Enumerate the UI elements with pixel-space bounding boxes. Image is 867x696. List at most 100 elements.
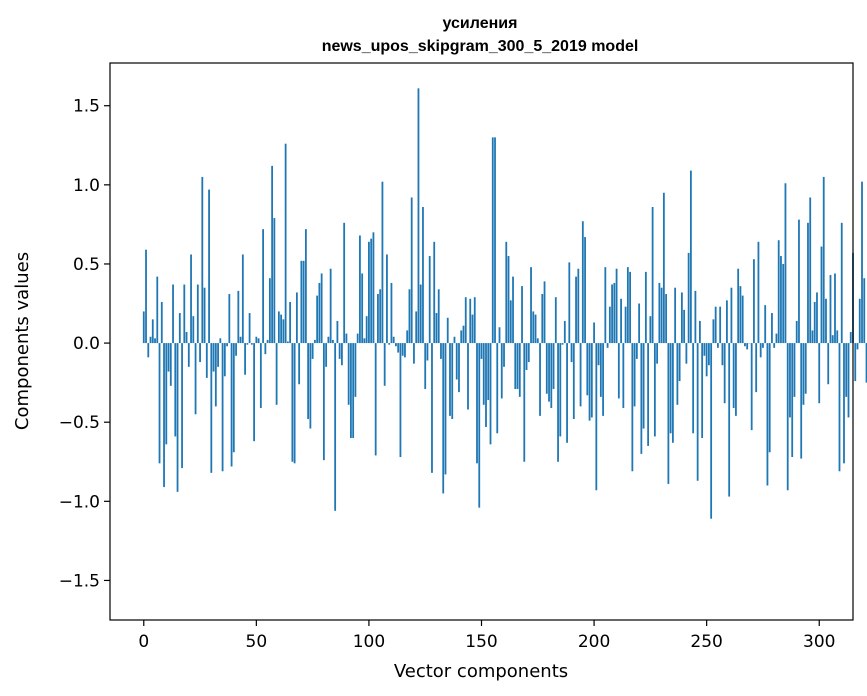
bar-209 xyxy=(613,282,616,344)
bar-9 xyxy=(163,343,165,488)
bar-5 xyxy=(154,338,156,344)
bar-12 xyxy=(169,343,172,386)
bar-210 xyxy=(615,268,618,344)
bar-197 xyxy=(586,343,589,396)
bar-84 xyxy=(332,339,334,344)
bar-259 xyxy=(726,300,728,344)
bar-24 xyxy=(196,284,199,344)
bar-233 xyxy=(667,343,670,484)
x-tick-label: 250 xyxy=(690,632,722,652)
bar-229 xyxy=(658,282,661,344)
y-tick-label: −1.5 xyxy=(59,571,100,591)
bar-57 xyxy=(271,165,274,344)
bar-138 xyxy=(453,336,456,344)
bar-91 xyxy=(347,343,350,405)
bar-201 xyxy=(595,343,598,491)
bar-125 xyxy=(424,343,427,389)
x-tick-label: 300 xyxy=(803,632,835,652)
bar-133 xyxy=(442,343,445,494)
bar-106 xyxy=(381,181,384,344)
bar-220 xyxy=(638,303,641,344)
bar-41 xyxy=(235,343,237,356)
bar-288 xyxy=(791,343,794,458)
bar-169 xyxy=(523,343,526,462)
bar-251 xyxy=(708,343,710,366)
bar-116 xyxy=(404,343,406,358)
bar-199 xyxy=(590,343,593,418)
bar-6 xyxy=(156,276,159,344)
bar-148 xyxy=(476,343,478,464)
bar-284 xyxy=(782,263,785,344)
bar-232 xyxy=(665,294,668,344)
bar-42 xyxy=(237,290,240,344)
bar-64 xyxy=(286,341,289,344)
bar-157 xyxy=(496,343,499,434)
bar-236 xyxy=(674,287,677,344)
bar-2 xyxy=(147,343,150,358)
bar-218 xyxy=(633,343,636,407)
bar-151 xyxy=(482,343,485,405)
x-tick-label: 100 xyxy=(353,632,385,652)
bar-167 xyxy=(518,343,521,397)
bar-48 xyxy=(250,343,253,345)
bar-245 xyxy=(694,290,697,344)
x-tick-label: 0 xyxy=(138,632,149,652)
bar-144 xyxy=(467,343,469,410)
bar-230 xyxy=(660,287,663,344)
bar-291 xyxy=(798,219,800,344)
bar-276 xyxy=(764,305,767,344)
bar-216 xyxy=(629,271,631,344)
bar-146 xyxy=(471,314,474,344)
bar-190 xyxy=(570,343,573,363)
bar-65 xyxy=(289,301,292,344)
bar-285 xyxy=(784,183,787,344)
bar-290 xyxy=(795,320,798,344)
bar-321 xyxy=(865,343,867,383)
bar-240 xyxy=(683,309,686,344)
bar-7 xyxy=(158,343,161,464)
bar-303 xyxy=(825,298,827,344)
bar-203 xyxy=(599,343,602,397)
bar-117 xyxy=(406,330,409,344)
bar-150 xyxy=(480,343,483,359)
bar-50 xyxy=(255,336,258,344)
bar-119 xyxy=(410,197,413,344)
bar-244 xyxy=(692,343,695,434)
bar-143 xyxy=(464,297,467,344)
bar-163 xyxy=(509,300,512,344)
bar-260 xyxy=(728,343,731,497)
bar-208 xyxy=(611,284,613,344)
bar-231 xyxy=(662,192,665,344)
bar-103 xyxy=(374,343,377,456)
bar-145 xyxy=(469,298,472,344)
bar-87 xyxy=(338,343,341,359)
bar-160 xyxy=(503,343,505,367)
plot-frame xyxy=(109,62,854,621)
bar-104 xyxy=(377,294,379,344)
bar-193 xyxy=(577,268,580,344)
bar-105 xyxy=(379,289,382,344)
bar-250 xyxy=(705,343,708,377)
bar-100 xyxy=(368,241,370,344)
bar-246 xyxy=(696,343,699,481)
bar-195 xyxy=(581,221,584,344)
bar-170 xyxy=(525,343,528,370)
bar-89 xyxy=(343,222,346,344)
bar-22 xyxy=(192,316,195,344)
bar-14 xyxy=(174,343,177,437)
bar-113 xyxy=(397,343,400,353)
bar-307 xyxy=(834,273,836,344)
bar-196 xyxy=(584,237,586,344)
bar-29 xyxy=(208,189,210,344)
bar-3 xyxy=(149,336,152,344)
bar-1 xyxy=(145,249,147,344)
bar-235 xyxy=(671,343,674,443)
bar-228 xyxy=(656,343,659,364)
y-tick-label: 1.5 xyxy=(73,97,100,117)
bar-305 xyxy=(829,275,832,344)
bar-206 xyxy=(606,343,609,348)
bar-175 xyxy=(536,338,539,344)
bar-304 xyxy=(827,343,830,385)
bar-25 xyxy=(199,343,201,363)
bar-46 xyxy=(246,343,249,345)
